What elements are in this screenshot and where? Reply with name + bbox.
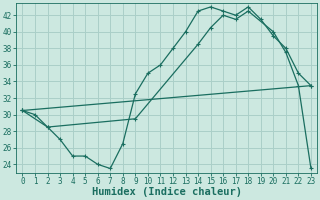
X-axis label: Humidex (Indice chaleur): Humidex (Indice chaleur): [92, 187, 242, 197]
